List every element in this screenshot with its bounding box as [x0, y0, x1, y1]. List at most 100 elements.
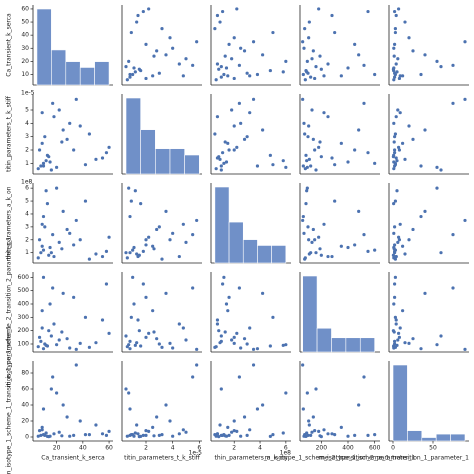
point — [61, 128, 65, 132]
point — [160, 27, 164, 31]
point — [301, 363, 305, 367]
point — [302, 231, 306, 235]
hist-bar — [36, 8, 52, 86]
point — [151, 244, 155, 248]
point — [78, 124, 82, 128]
point — [147, 235, 151, 239]
point — [129, 199, 133, 203]
point — [423, 209, 427, 213]
point — [223, 330, 227, 334]
point — [171, 46, 175, 50]
point — [215, 432, 220, 436]
point — [133, 343, 137, 347]
point — [394, 156, 398, 160]
point — [191, 375, 195, 379]
point — [239, 121, 243, 125]
point — [401, 244, 405, 248]
point — [135, 341, 139, 345]
point — [40, 111, 44, 115]
point — [72, 148, 76, 152]
point — [268, 153, 272, 157]
point — [184, 57, 188, 61]
point — [213, 433, 217, 437]
point — [393, 135, 397, 139]
point — [268, 434, 272, 438]
point — [44, 431, 48, 435]
point — [124, 251, 128, 255]
point — [147, 429, 151, 433]
point — [37, 335, 42, 339]
point — [230, 57, 234, 61]
point — [51, 375, 55, 379]
hist-bar — [345, 337, 361, 353]
point — [397, 335, 401, 339]
y-axis-label: m_isotype_1_scheme_1_transition_1_parame… — [6, 325, 13, 474]
point — [393, 249, 397, 253]
point — [55, 165, 59, 169]
y-tick-label: 4 — [25, 210, 29, 217]
point — [226, 74, 230, 78]
point — [394, 62, 398, 66]
point — [237, 375, 241, 379]
point — [396, 57, 400, 61]
point — [411, 227, 415, 232]
point — [135, 252, 139, 256]
point — [373, 72, 377, 77]
point — [168, 419, 172, 423]
point — [303, 78, 307, 82]
point — [439, 168, 443, 172]
point — [181, 326, 185, 330]
point — [151, 74, 155, 78]
point — [131, 248, 135, 252]
point — [221, 9, 225, 14]
y-tick-label: 3 — [25, 133, 29, 140]
point — [394, 318, 398, 322]
point — [168, 36, 172, 40]
point — [305, 159, 309, 163]
point — [304, 68, 308, 73]
point — [219, 334, 223, 338]
point — [41, 161, 46, 165]
point — [346, 434, 350, 438]
point — [393, 295, 397, 299]
point — [232, 335, 236, 339]
point — [394, 115, 398, 119]
point — [311, 415, 315, 419]
point — [393, 132, 397, 136]
point — [251, 363, 256, 367]
point — [435, 343, 439, 347]
x-tick-label: 200 — [316, 445, 328, 452]
point — [215, 156, 220, 160]
x-tick-label: 50 — [429, 445, 437, 452]
point — [317, 235, 321, 239]
point — [339, 244, 343, 248]
point — [68, 231, 72, 235]
point — [51, 101, 55, 105]
point — [124, 387, 128, 391]
x-tick-label: 6 — [197, 445, 201, 452]
point — [439, 334, 443, 338]
point — [333, 433, 337, 437]
point — [128, 75, 132, 79]
point — [132, 302, 136, 306]
point — [239, 346, 243, 350]
hist-bar — [94, 61, 110, 86]
point — [362, 375, 366, 379]
point — [45, 202, 50, 206]
point — [127, 186, 131, 190]
point — [306, 135, 310, 139]
point — [242, 415, 247, 419]
point — [301, 164, 305, 168]
point — [45, 434, 50, 438]
point — [398, 326, 402, 330]
point — [164, 209, 168, 213]
point — [222, 161, 226, 165]
point — [41, 164, 46, 168]
point — [223, 434, 227, 438]
point — [245, 433, 249, 437]
point — [366, 151, 370, 155]
point — [242, 49, 247, 53]
point — [144, 76, 148, 81]
point — [40, 428, 44, 432]
y-tick-label: 0 — [25, 434, 29, 441]
